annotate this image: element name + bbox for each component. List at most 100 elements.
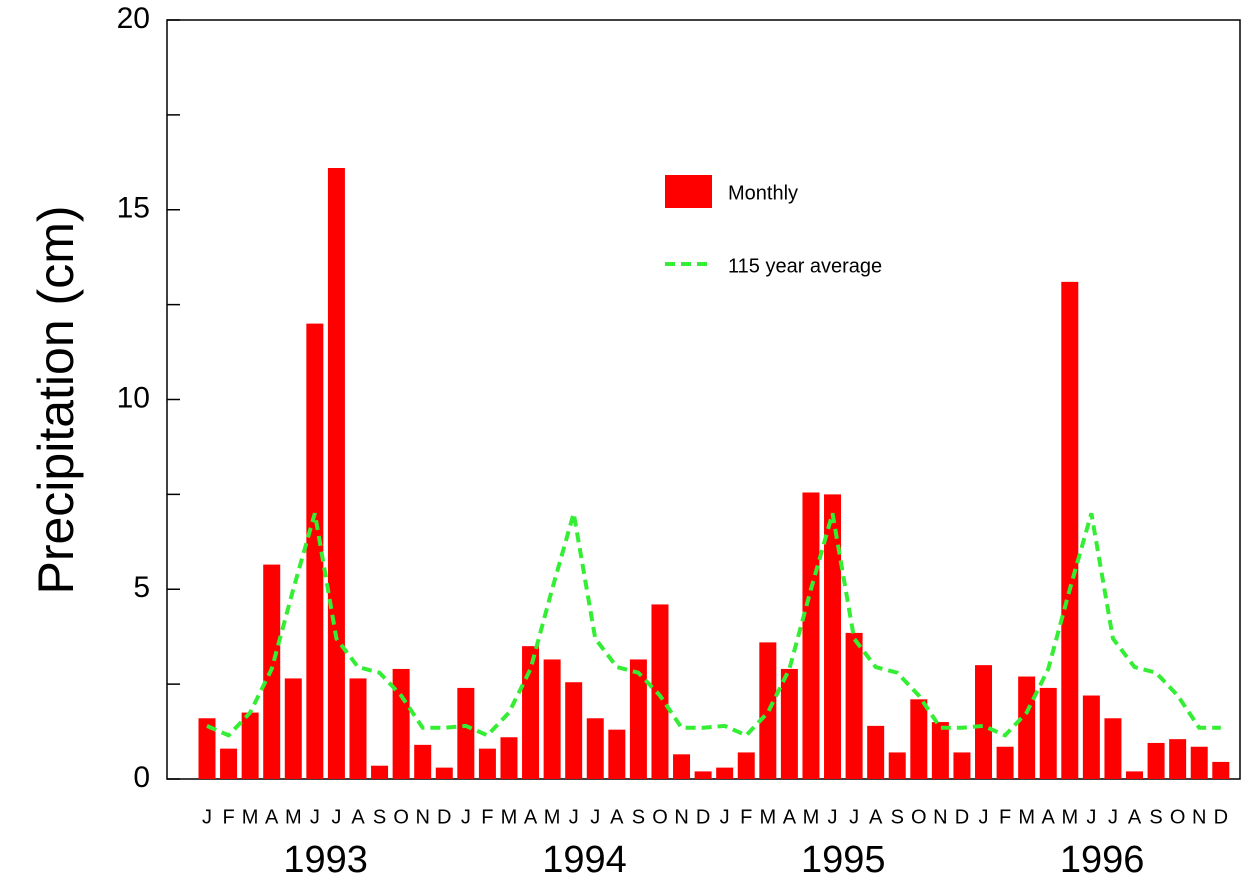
year-label: 1994: [542, 839, 627, 881]
bar: [457, 687, 475, 779]
x-tick-label: O: [652, 806, 668, 828]
x-tick-label: D: [1214, 806, 1228, 828]
x-tick-label: O: [911, 806, 927, 828]
y-tick-label: 20: [117, 2, 150, 35]
x-tick-label: F: [999, 806, 1011, 828]
x-tick-label: S: [632, 806, 645, 828]
x-tick-label: N: [674, 806, 688, 828]
x-tick-label: J: [849, 806, 859, 828]
year-label: 1993: [283, 839, 368, 881]
bar: [888, 752, 906, 779]
x-tick-label: O: [393, 806, 409, 828]
bar: [867, 725, 885, 779]
bar: [931, 722, 949, 779]
bar: [478, 748, 496, 779]
bar: [1104, 718, 1122, 779]
x-tick-label: A: [1042, 806, 1056, 828]
bar: [220, 748, 238, 779]
bar: [1039, 687, 1057, 779]
bar: [953, 752, 971, 779]
bar: [522, 646, 540, 779]
x-tick-label: F: [481, 806, 493, 828]
x-tick-label: M: [501, 806, 518, 828]
x-tick-label: D: [437, 806, 451, 828]
bar: [780, 668, 798, 779]
bar: [327, 168, 345, 779]
bar: [500, 737, 518, 779]
bar: [651, 604, 669, 779]
bar: [996, 746, 1014, 779]
bar: [241, 712, 259, 779]
y-axis-label: Precipitation (cm): [28, 206, 84, 595]
bar: [565, 682, 583, 779]
x-tick-label: A: [869, 806, 883, 828]
legend-label: Monthly: [728, 182, 798, 204]
x-tick-label: J: [310, 806, 320, 828]
x-tick-label: M: [759, 806, 776, 828]
legend-swatch: [665, 175, 712, 208]
x-tick-label: A: [610, 806, 624, 828]
x-tick-label: M: [1061, 806, 1078, 828]
x-tick-label: J: [461, 806, 471, 828]
x-tick-label: M: [1018, 806, 1035, 828]
x-tick-label: N: [933, 806, 947, 828]
x-tick-label: A: [265, 806, 279, 828]
bar: [802, 492, 820, 779]
bar: [673, 754, 691, 779]
bar: [629, 659, 647, 779]
bar: [349, 678, 367, 779]
x-tick-label: A: [1128, 806, 1142, 828]
x-tick-label: D: [955, 806, 969, 828]
bar: [716, 767, 734, 779]
x-tick-label: M: [285, 806, 302, 828]
x-tick-label: F: [740, 806, 752, 828]
x-tick-label: A: [351, 806, 365, 828]
x-tick-label: J: [590, 806, 600, 828]
bar: [414, 744, 432, 779]
x-tick-label: J: [202, 806, 212, 828]
year-label: 1995: [801, 839, 886, 881]
bar: [392, 668, 410, 779]
x-tick-label: M: [803, 806, 820, 828]
x-tick-label: J: [1108, 806, 1118, 828]
x-tick-label: J: [331, 806, 341, 828]
bar: [284, 678, 302, 779]
x-tick-label: N: [415, 806, 429, 828]
x-tick-label: J: [1086, 806, 1096, 828]
bar: [975, 665, 993, 779]
y-tick-label: 15: [117, 192, 150, 225]
year-label: 1996: [1060, 839, 1145, 881]
bar: [1126, 771, 1144, 779]
bar: [737, 752, 755, 779]
bar: [371, 765, 389, 779]
bar: [845, 632, 863, 779]
bar: [824, 494, 842, 779]
bar: [910, 699, 928, 779]
bar: [1212, 761, 1230, 779]
x-tick-label: A: [783, 806, 797, 828]
x-tick-label: J: [720, 806, 730, 828]
y-tick-label: 10: [117, 381, 150, 414]
bar: [1169, 739, 1187, 779]
bar: [1082, 695, 1100, 779]
x-tick-label: M: [242, 806, 259, 828]
x-tick-label: J: [828, 806, 838, 828]
bar: [1147, 742, 1165, 779]
bar: [1061, 281, 1079, 779]
x-tick-label: J: [569, 806, 579, 828]
x-tick-label: N: [1192, 806, 1206, 828]
y-tick-label: 5: [133, 571, 150, 604]
x-tick-label: F: [222, 806, 234, 828]
x-tick-label: A: [524, 806, 538, 828]
x-tick-label: S: [1149, 806, 1162, 828]
bar: [608, 729, 626, 779]
x-tick-label: M: [544, 806, 561, 828]
x-tick-label: J: [979, 806, 989, 828]
bar: [694, 771, 712, 779]
y-tick-label: 0: [133, 761, 150, 794]
average-line: [206, 512, 1221, 738]
x-tick-label: S: [373, 806, 386, 828]
bar: [1018, 676, 1036, 779]
bar: [586, 718, 604, 779]
x-tick-label: S: [891, 806, 904, 828]
